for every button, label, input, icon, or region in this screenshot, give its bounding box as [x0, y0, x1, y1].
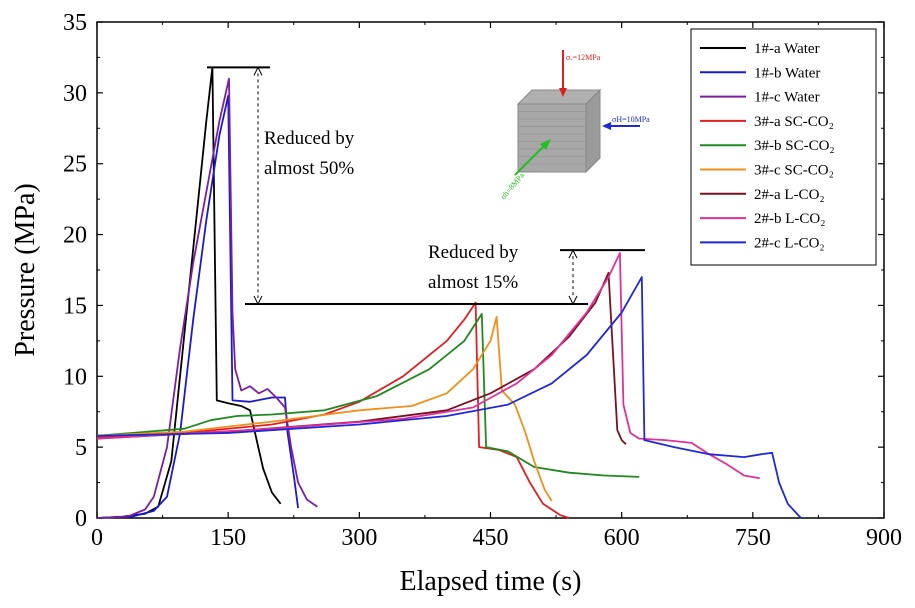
x-tick-label: 750 — [735, 525, 771, 551]
legend-label: 3#-a SC-CO₂ — [754, 114, 834, 130]
annotation-15-line2: almost 15% — [428, 272, 518, 293]
legend-label: 1#-b Water — [754, 65, 820, 81]
series-line — [96, 276, 802, 519]
x-tick-label: 150 — [210, 525, 246, 551]
y-tick-label: 35 — [63, 10, 87, 36]
x-tick-label: 0 — [91, 525, 103, 551]
y-tick-label: 0 — [75, 506, 87, 532]
x-tick-label: 450 — [473, 525, 509, 551]
chart-marks: 0 150 300 450 600 750 900 0 5 10 15 20 25 30 35 Elapsed… — [10, 10, 902, 597]
x-tick-label: 600 — [604, 525, 640, 551]
x-tick-label: 900 — [866, 525, 902, 551]
y-axis-title: Pressure (MPa) — [10, 183, 41, 356]
stress-cube-illustration: σᵥ=12MPa σH=10MPa σh=8MPa — [499, 50, 650, 202]
series-line — [96, 301, 570, 519]
y-tick-label: 10 — [63, 364, 87, 390]
min-horizontal-stress-arrowhead — [540, 139, 551, 150]
legend-label: 1#-a Water — [754, 41, 820, 57]
annotation-50-line1: Reduced by — [264, 128, 355, 149]
legend-label: 1#-c Water — [754, 90, 820, 106]
cube-side-face — [585, 88, 601, 174]
y-tick-label: 25 — [63, 152, 87, 178]
max-horizontal-stress-label: σH=10MPa — [612, 115, 650, 124]
y-tick-label: 15 — [63, 293, 87, 319]
min-horizontal-stress-arrow — [514, 145, 545, 176]
y-tick-label: 20 — [63, 223, 87, 249]
y-tick-label: 30 — [63, 81, 87, 107]
series-line — [96, 313, 640, 478]
vertical-stress-label: σᵥ=12MPa — [566, 53, 601, 62]
legend: 1#-a Water 1#-b Water 1#-c Water 3#-a SC-CO… — [690, 28, 877, 266]
legend-label: 2#-b L-CO₂ — [754, 211, 825, 227]
arrow-head-down-1 — [253, 295, 263, 306]
legend-label: 2#-a L-CO₂ — [754, 187, 825, 203]
y-tick-label: 5 — [75, 435, 87, 461]
arrow-head-up-2 — [568, 249, 578, 259]
vertical-stress-arrowhead — [559, 88, 567, 97]
legend-box — [690, 28, 877, 266]
series-line — [96, 252, 760, 480]
x-tick-label: 300 — [341, 525, 377, 551]
legend-label: 3#-b SC-CO₂ — [754, 138, 835, 154]
min-horizontal-stress-label: σh=8MPa — [499, 171, 527, 202]
x-axis-title: Elapsed time (s) — [400, 566, 582, 597]
series-line — [96, 315, 553, 502]
annotation-15-line1: Reduced by — [428, 242, 519, 263]
legend-label: 3#-c SC-CO₂ — [754, 163, 834, 179]
max-horizontal-stress-arrowhead — [602, 122, 611, 130]
legend-label: 2#-c L-CO₂ — [754, 235, 825, 251]
arrow-head-up-1 — [253, 66, 263, 76]
annotation-50-line2: almost 50% — [264, 158, 354, 179]
arrow-head-down-2 — [568, 295, 578, 306]
